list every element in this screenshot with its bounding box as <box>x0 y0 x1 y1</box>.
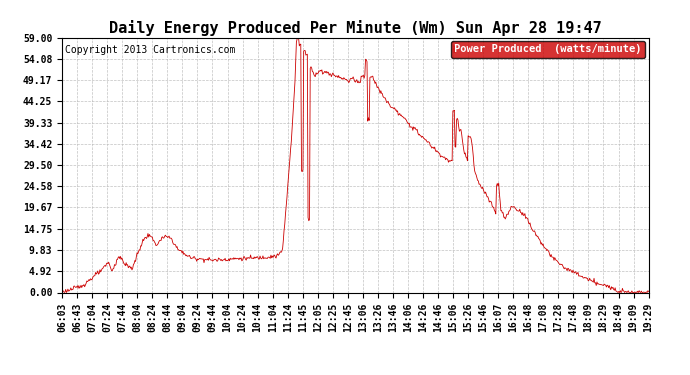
Legend: Power Produced  (watts/minute): Power Produced (watts/minute) <box>451 40 645 58</box>
Title: Daily Energy Produced Per Minute (Wm) Sun Apr 28 19:47: Daily Energy Produced Per Minute (Wm) Su… <box>109 20 602 36</box>
Text: Copyright 2013 Cartronics.com: Copyright 2013 Cartronics.com <box>65 45 235 55</box>
